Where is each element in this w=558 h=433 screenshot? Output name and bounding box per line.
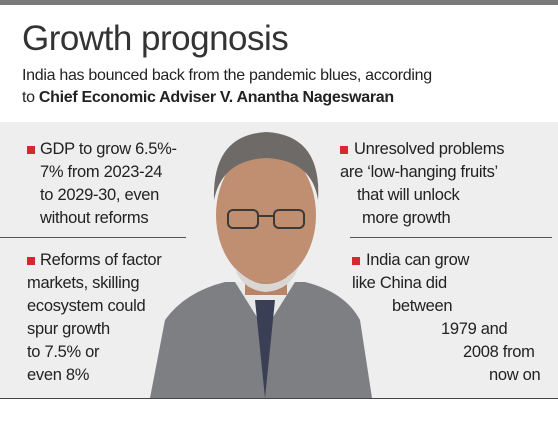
- point-line: are ‘low-hanging fruits’: [340, 163, 498, 181]
- beard: [235, 268, 298, 292]
- divider: [0, 398, 558, 399]
- point-line: markets, skilling: [27, 274, 140, 292]
- point-line: now on: [489, 366, 541, 384]
- subtitle: to Chief Economic Adviser V. Anantha Nag…: [22, 88, 394, 108]
- glasses: [227, 209, 305, 229]
- point-line: like China did: [352, 274, 447, 292]
- point-line: to 7.5% or: [27, 343, 100, 361]
- point-line: 2008 from: [463, 343, 535, 361]
- subtitle: India has bounced back from the pandemic…: [22, 67, 432, 84]
- point-line: Reforms of factor: [40, 251, 162, 269]
- divider: [0, 237, 186, 238]
- bullet: [27, 257, 35, 265]
- top-bar: [0, 0, 558, 5]
- subtitle-emphasis: Chief Economic Adviser V. Anantha Nagesw…: [38, 89, 394, 106]
- point-line: 7% from 2023-24: [40, 163, 163, 181]
- divider: [350, 237, 552, 238]
- point-line: even 8%: [27, 366, 90, 384]
- bullet: [340, 146, 348, 154]
- point-line: spur growth: [27, 320, 110, 338]
- subtitle: to: [22, 89, 35, 106]
- title: Growth prognosis: [22, 19, 289, 58]
- point-line: 1979 and: [441, 320, 508, 338]
- point-line: that will unlock: [357, 186, 460, 204]
- tie: [255, 300, 275, 398]
- point-line: ecosystem could: [27, 297, 146, 315]
- point-line: Unresolved problems: [354, 140, 505, 158]
- bullet: [352, 257, 360, 265]
- bullet: [27, 146, 35, 154]
- hair: [213, 132, 319, 200]
- point-line: GDP to grow 6.5%-: [40, 140, 177, 158]
- point-line: more growth: [362, 209, 451, 227]
- point-line: without reforms: [40, 209, 149, 227]
- point-line: to 2029-30, even: [40, 186, 160, 204]
- point-line: between: [392, 297, 453, 315]
- point-line: India can grow: [366, 251, 470, 269]
